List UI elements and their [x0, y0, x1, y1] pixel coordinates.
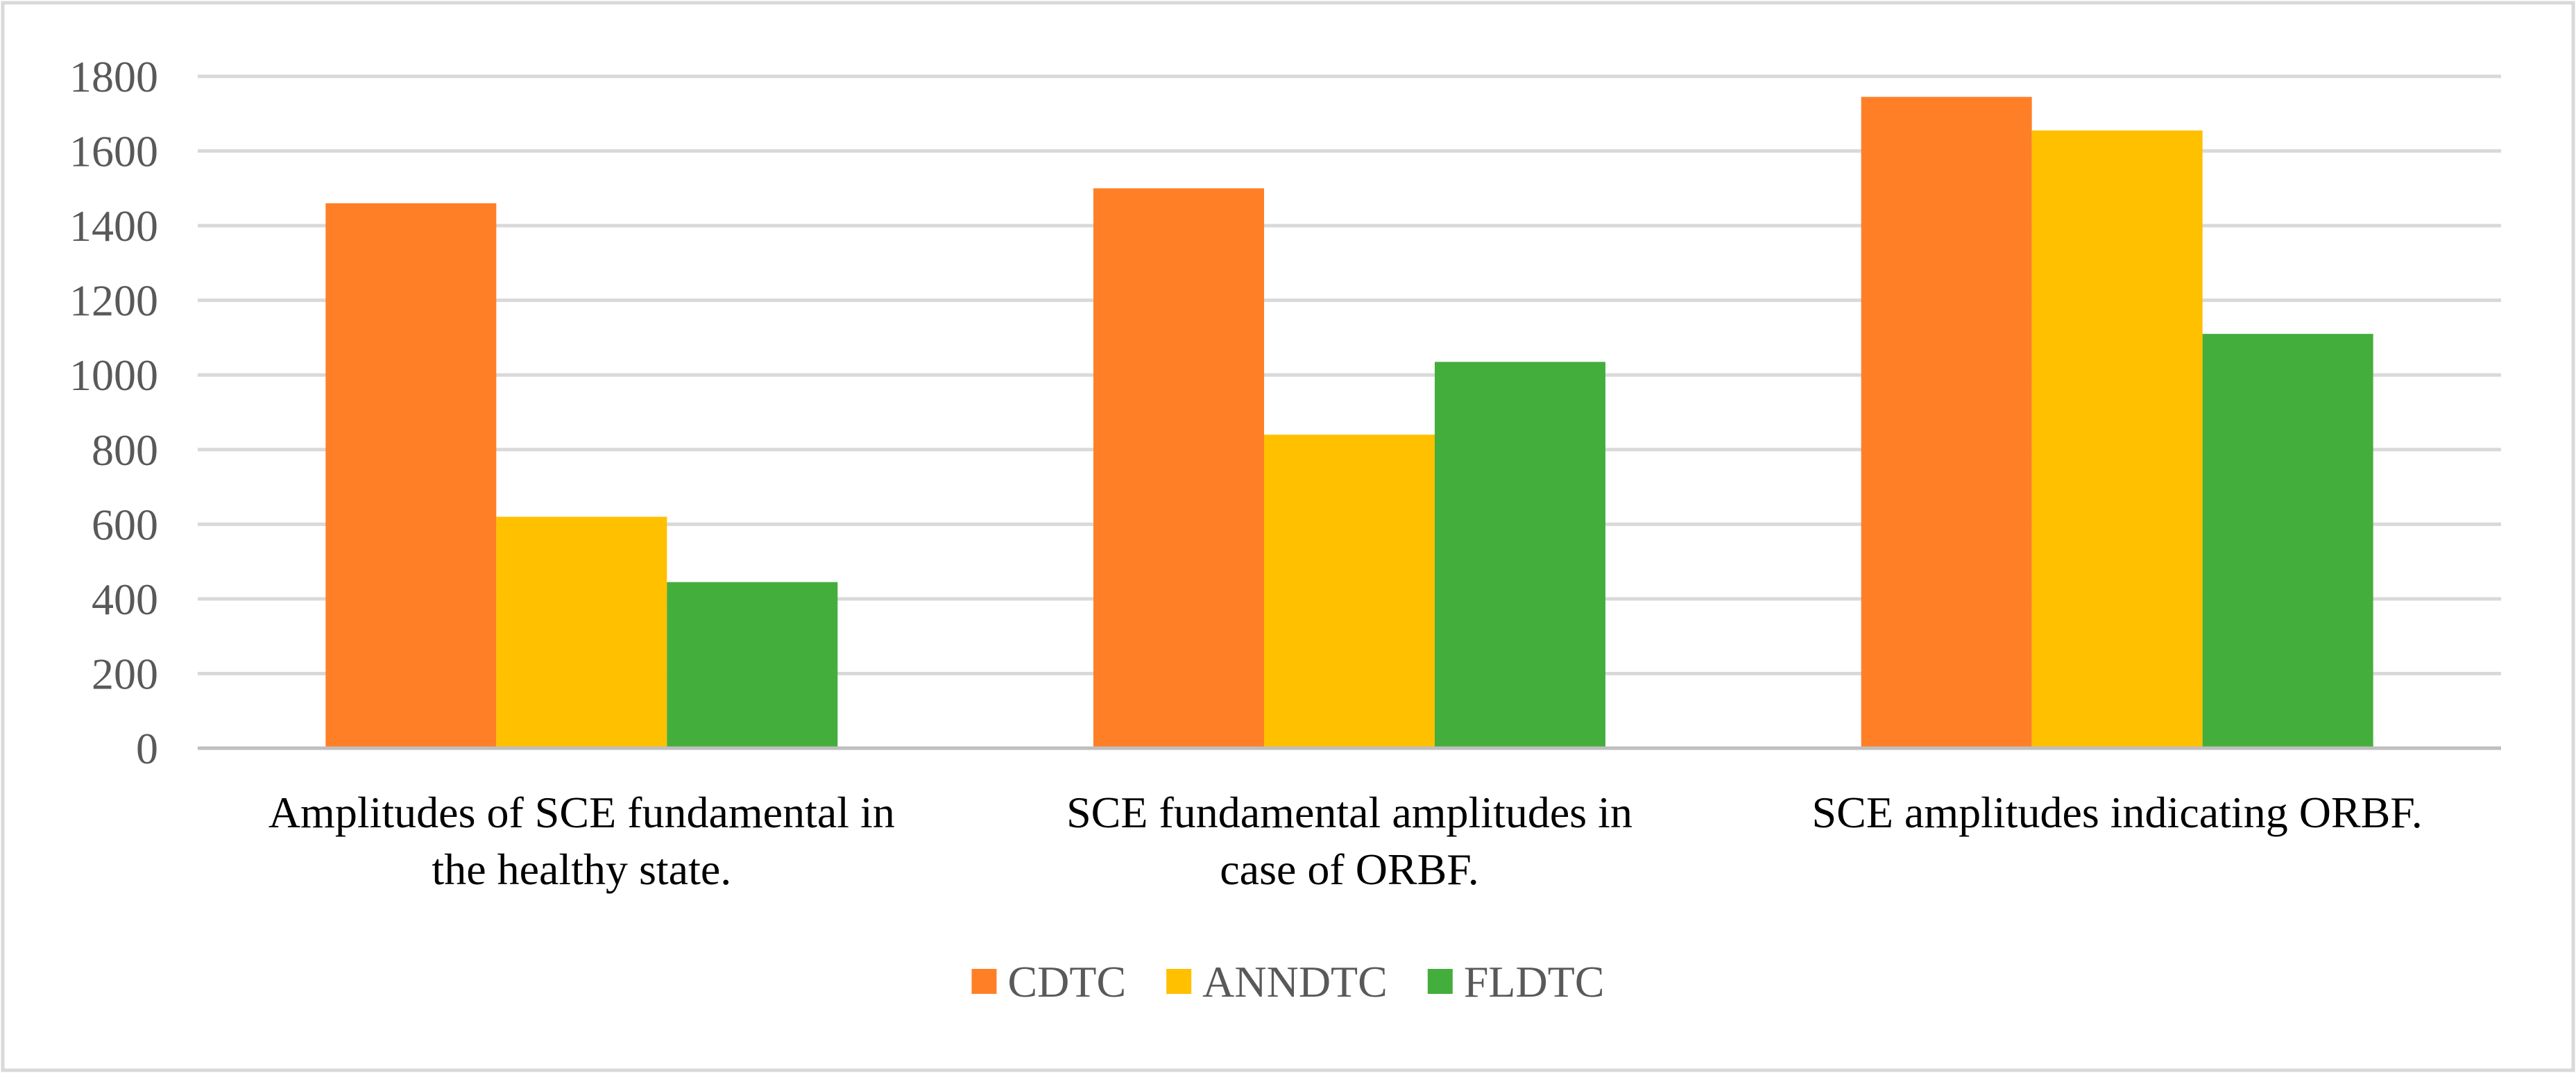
category-label-2-line-2: case of ORBF.: [1220, 845, 1479, 894]
y-axis-ticks: 0 200 400 600 800 1000 1200 1400 1600 1800: [69, 52, 158, 773]
y-tick-label-600: 600: [92, 500, 158, 549]
y-tick-label-200: 200: [92, 649, 158, 698]
bars: [325, 96, 2373, 749]
y-tick-label-1400: 1400: [69, 201, 158, 251]
y-tick-label-800: 800: [92, 425, 158, 475]
y-tick-label-400: 400: [92, 575, 158, 624]
bar-fldtc-3: [2202, 334, 2373, 749]
bar-cdtc-3: [1861, 96, 2032, 749]
y-tick-label-1800: 1800: [69, 52, 158, 101]
legend-swatch-fldtc: [1427, 969, 1453, 994]
legend-label-fldtc: FLDTC: [1464, 957, 1605, 1006]
category-label-1-line-1: Amplitudes of SCE fundamental in: [268, 788, 895, 837]
bar-anndtc-2: [1264, 434, 1435, 748]
y-tick-label-0: 0: [136, 724, 158, 773]
y-tick-label-1200: 1200: [69, 276, 158, 326]
category-label-2-line-1: SCE fundamental amplitudes in: [1066, 788, 1632, 837]
legend-swatch-cdtc: [971, 969, 997, 994]
category-label-1-line-2: the healthy state.: [432, 845, 731, 894]
y-tick-label-1000: 1000: [69, 350, 158, 400]
legend-label-anndtc: ANNDTC: [1202, 957, 1388, 1006]
category-label-3-line-1: SCE amplitudes indicating ORBF.: [1812, 788, 2423, 837]
bar-anndtc-3: [2031, 130, 2203, 748]
bar-cdtc-2: [1093, 188, 1264, 748]
y-tick-label-1600: 1600: [69, 127, 158, 176]
bar-fldtc-2: [1435, 362, 1605, 748]
category-labels: Amplitudes of SCE fundamental in the heal…: [268, 788, 2423, 894]
legend-swatch-anndtc: [1166, 969, 1192, 994]
bar-anndtc-1: [496, 516, 667, 748]
bar-cdtc-1: [325, 203, 497, 748]
legend-label-cdtc: CDTC: [1007, 957, 1126, 1006]
legend: CDTC ANNDTC FLDTC: [971, 957, 1605, 1006]
bar-fldtc-1: [667, 582, 838, 748]
